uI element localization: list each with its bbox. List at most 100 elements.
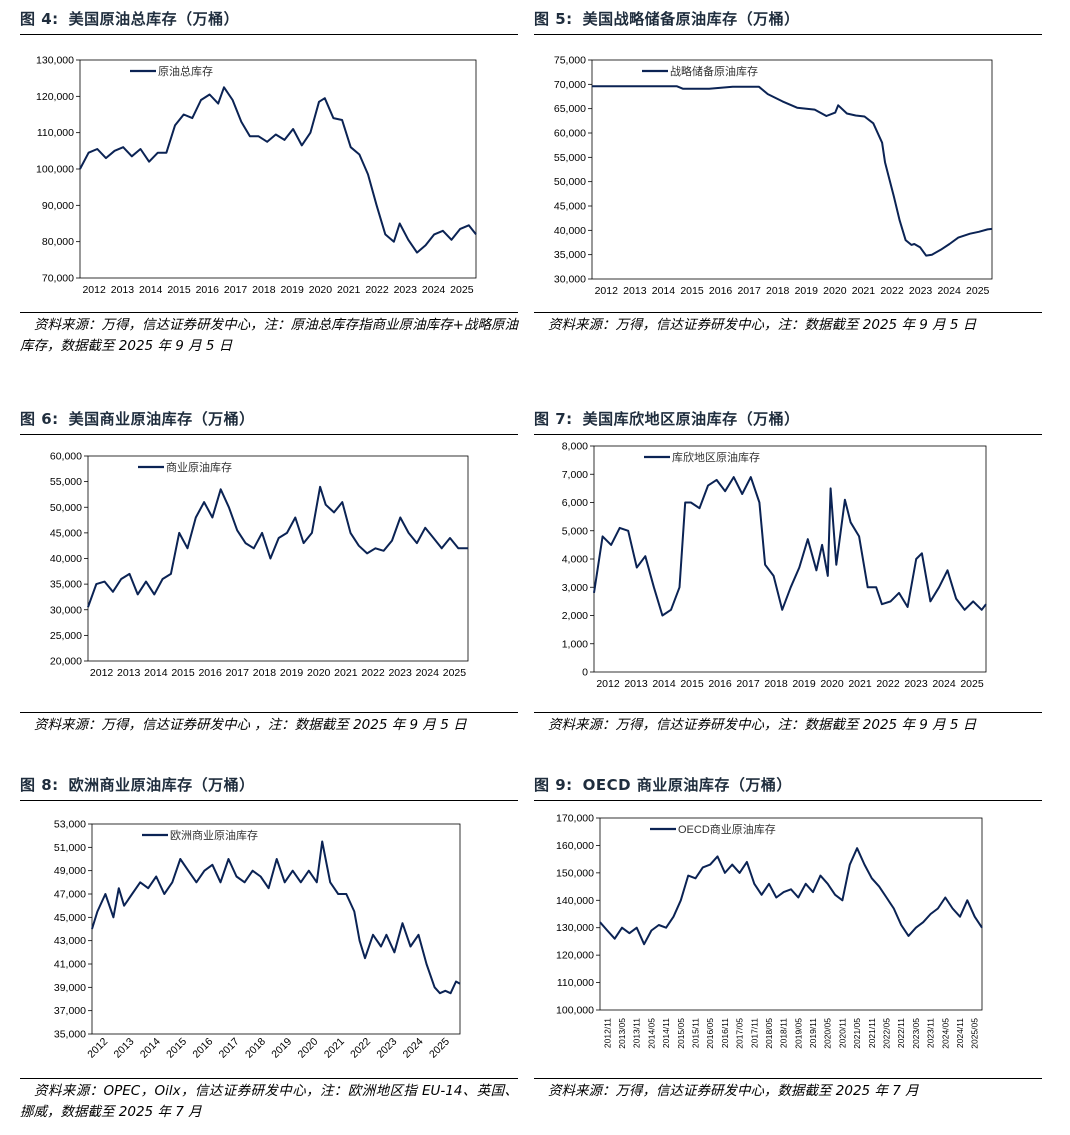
x-tick-label: 2019 bbox=[792, 678, 816, 690]
line-chart: 30,000 35,000 40,000 45,000 50,000 55,000 60,0… bbox=[554, 55, 993, 297]
x-tick-label: 2013/11 bbox=[632, 1018, 642, 1048]
y-tick-label: 39,000 bbox=[54, 982, 86, 994]
series-line bbox=[599, 847, 983, 946]
x-tick-label: 2021/05 bbox=[852, 1018, 862, 1049]
x-tick-label: 2015/05 bbox=[676, 1018, 686, 1049]
source-rule bbox=[534, 712, 1042, 713]
line-chart: 0 1,000 2,000 3,000 4,000 5,000 6,000 7,000 8,00… bbox=[562, 441, 987, 690]
figure-title: 图 4: 美国原油总库存（万桶） bbox=[20, 10, 240, 28]
x-tick-label: 2014 bbox=[652, 678, 676, 690]
y-tick-label: 37,000 bbox=[54, 1005, 86, 1017]
x-tick-label: 2023 bbox=[374, 1036, 399, 1061]
x-tick-label: 2014 bbox=[138, 1036, 163, 1061]
x-tick-label: 2014 bbox=[144, 667, 168, 679]
x-tick-label: 2022/11 bbox=[896, 1018, 906, 1048]
figure-panel: 图 9: OECD 商业原油库存（万桶） 100,000 110,000 120,00… bbox=[534, 774, 1042, 1129]
x-tick-label: 2024 bbox=[416, 667, 440, 679]
y-tick-label: 43,000 bbox=[54, 935, 86, 947]
title-rule bbox=[20, 34, 518, 35]
legend-label: OECD商业原油库存 bbox=[678, 822, 776, 836]
source-note: 资料来源：万得，信达证券研发中心，注：数据截至 2025 年 9 月 5 日 bbox=[548, 717, 977, 733]
figure-title: 图 8: 欧洲商业原油库存（万桶） bbox=[20, 776, 255, 794]
y-tick-label: 130,000 bbox=[36, 55, 74, 67]
line-chart: 20,000 25,000 30,000 35,000 40,000 45,000 50,0… bbox=[50, 451, 469, 679]
x-tick-label: 2015 bbox=[171, 667, 195, 679]
x-tick-label: 2020/05 bbox=[823, 1018, 833, 1049]
x-tick-label: 2025/05 bbox=[970, 1018, 980, 1049]
x-tick-label: 2022/05 bbox=[882, 1018, 892, 1049]
y-tick-label: 8,000 bbox=[562, 441, 588, 453]
x-tick-label: 2025 bbox=[443, 667, 467, 679]
plot-frame bbox=[599, 817, 983, 1011]
source-note: 资料来源：万得，信达证券研发中心，数据截至 2025 年 7 月 bbox=[548, 1083, 919, 1099]
x-tick-label: 2022 bbox=[348, 1036, 373, 1061]
legend-label: 战略储备原油库存 bbox=[670, 64, 758, 78]
figure-title: 图 9: OECD 商业原油库存（万桶） bbox=[534, 776, 792, 794]
x-tick-label: 2017/05 bbox=[735, 1018, 745, 1049]
y-tick-label: 53,000 bbox=[54, 819, 86, 831]
x-tick-label: 2017 bbox=[217, 1036, 242, 1061]
x-tick-label: 2023 bbox=[904, 678, 928, 690]
x-tick-label: 2013/05 bbox=[617, 1018, 627, 1049]
y-tick-label: 100,000 bbox=[36, 164, 74, 176]
x-tick-label: 2021 bbox=[334, 667, 358, 679]
x-tick-label: 2021 bbox=[848, 678, 872, 690]
x-tick-label: 2023/11 bbox=[926, 1018, 936, 1048]
y-tick-label: 2,000 bbox=[562, 610, 588, 622]
x-tick-label: 2023 bbox=[388, 667, 412, 679]
x-tick-label: 2024 bbox=[401, 1036, 426, 1061]
x-tick-label: 2016 bbox=[190, 1036, 215, 1061]
x-tick-label: 2016 bbox=[708, 678, 732, 690]
x-tick-label: 2021 bbox=[337, 284, 361, 296]
x-tick-label: 2024/11 bbox=[955, 1018, 965, 1048]
series-line bbox=[91, 840, 461, 995]
x-tick-label: 2015/11 bbox=[691, 1018, 701, 1048]
y-tick-label: 55,000 bbox=[50, 476, 82, 488]
figure-title: 图 7: 美国库欣地区原油库存（万桶） bbox=[534, 410, 800, 428]
figure-panel: 图 5: 美国战略储备原油库存（万桶） 30,000 35,000 40,000 45,… bbox=[534, 8, 1042, 368]
y-tick-label: 70,000 bbox=[554, 79, 586, 91]
y-tick-label: 50,000 bbox=[50, 502, 82, 514]
x-tick-label: 2020 bbox=[309, 284, 333, 296]
line-chart: 70,000 80,000 90,000 100,000 110,000 120,000 1… bbox=[36, 55, 477, 296]
x-tick-label: 2021/11 bbox=[867, 1018, 877, 1048]
y-tick-label: 7,000 bbox=[562, 469, 588, 481]
series-line bbox=[87, 485, 468, 608]
x-tick-label: 2018/05 bbox=[764, 1018, 774, 1049]
x-tick-label: 2020 bbox=[820, 678, 844, 690]
source-rule bbox=[534, 1078, 1042, 1079]
y-tick-label: 45,000 bbox=[50, 527, 82, 539]
x-tick-label: 2022 bbox=[365, 284, 389, 296]
source-rule bbox=[20, 1078, 518, 1079]
x-tick-label: 2018 bbox=[252, 284, 276, 296]
x-tick-label: 2021 bbox=[852, 285, 876, 297]
figure-panel: 图 8: 欧洲商业原油库存（万桶） 35,000 37,000 39,000 41,00… bbox=[20, 774, 518, 1129]
x-tick-label: 2017 bbox=[737, 285, 761, 297]
x-tick-label: 2013 bbox=[112, 1036, 137, 1061]
y-tick-label: 5,000 bbox=[562, 525, 588, 537]
x-tick-label: 2019 bbox=[280, 667, 304, 679]
x-tick-label: 2019 bbox=[269, 1036, 294, 1061]
y-tick-label: 25,000 bbox=[50, 630, 82, 642]
x-tick-label: 2016 bbox=[198, 667, 222, 679]
x-tick-label: 2020 bbox=[823, 285, 847, 297]
y-tick-label: 45,000 bbox=[554, 201, 586, 213]
x-tick-label: 2013 bbox=[623, 285, 647, 297]
y-tick-label: 150,000 bbox=[556, 867, 594, 879]
x-tick-label: 2014/05 bbox=[646, 1018, 656, 1049]
x-tick-label: 2012 bbox=[82, 284, 106, 296]
title-rule bbox=[534, 34, 1042, 35]
x-tick-label: 2013 bbox=[111, 284, 135, 296]
figure-title: 图 5: 美国战略储备原油库存（万桶） bbox=[534, 10, 800, 28]
y-tick-label: 120,000 bbox=[36, 91, 74, 103]
y-tick-label: 1,000 bbox=[562, 638, 588, 650]
x-tick-label: 2012 bbox=[90, 667, 114, 679]
y-tick-label: 110,000 bbox=[557, 977, 594, 989]
x-tick-label: 2018 bbox=[766, 285, 790, 297]
y-tick-label: 140,000 bbox=[556, 895, 594, 907]
y-tick-label: 60,000 bbox=[50, 451, 82, 463]
x-tick-label: 2017 bbox=[226, 667, 250, 679]
x-tick-label: 2012 bbox=[596, 678, 620, 690]
y-tick-label: 35,000 bbox=[50, 579, 82, 591]
x-tick-label: 2018 bbox=[243, 1036, 268, 1061]
